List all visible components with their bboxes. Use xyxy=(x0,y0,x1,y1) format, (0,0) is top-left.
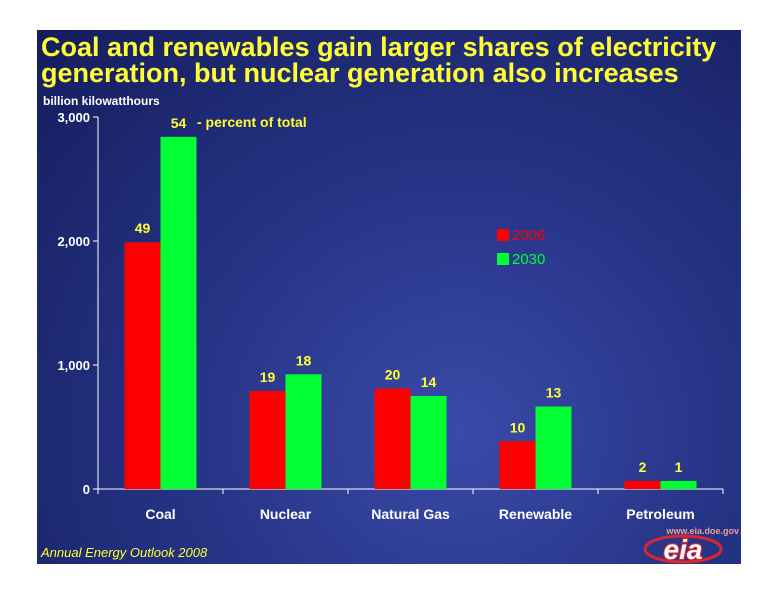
legend-swatch xyxy=(497,253,509,265)
percent-annotation: - percent of total xyxy=(197,114,307,130)
bar-2030 xyxy=(160,136,197,489)
bar-2030 xyxy=(285,374,322,489)
legend-label: 2006 xyxy=(512,227,545,244)
percent-label: 18 xyxy=(296,352,312,368)
bar-2006 xyxy=(124,242,161,489)
category-label: Coal xyxy=(145,506,175,522)
page-title: Coal and renewables gain larger shares o… xyxy=(37,32,741,88)
y-tick-label: 1,000 xyxy=(57,358,90,373)
bar-2030 xyxy=(410,396,447,489)
percent-label: 1 xyxy=(675,459,683,475)
category-label: Renewable xyxy=(499,506,572,522)
legend-swatch xyxy=(497,229,509,241)
bar-2030 xyxy=(660,480,697,489)
source-footer: Annual Energy Outlook 2008 xyxy=(41,545,208,560)
percent-label: 10 xyxy=(510,419,526,435)
bar-2030 xyxy=(535,406,572,489)
logo-swoosh-icon xyxy=(643,534,723,564)
bar-2006 xyxy=(374,388,411,489)
slide: 0 1,000 2,000 3,000 billion kilowatthours 49 5… xyxy=(37,30,741,564)
percent-label: 54 xyxy=(171,115,187,131)
y-tick-label: 3,000 xyxy=(57,110,90,125)
percent-label: 13 xyxy=(546,385,562,401)
eia-logo: eia xyxy=(643,533,723,564)
percent-label: 49 xyxy=(135,220,151,236)
logo-url: www.eia.doe.gov xyxy=(666,526,739,536)
percent-label: 20 xyxy=(385,367,401,383)
y-axis-label: billion kilowatthours xyxy=(43,94,160,108)
category-label: Natural Gas xyxy=(371,506,450,522)
bar-2006 xyxy=(624,480,661,489)
bar-2006 xyxy=(499,441,536,489)
logo-text: eia xyxy=(664,534,703,564)
legend-label: 2030 xyxy=(512,251,545,268)
title-line-1: Coal and renewables gain larger shares o… xyxy=(41,32,717,62)
percent-label: 2 xyxy=(639,459,647,475)
percent-label: 19 xyxy=(260,369,276,385)
percent-label: 14 xyxy=(421,374,437,390)
y-tick-label: 2,000 xyxy=(57,234,90,249)
category-label: Petroleum xyxy=(626,506,694,522)
title-line-2: generation, but nuclear generation also … xyxy=(41,58,679,88)
y-tick-label: 0 xyxy=(83,482,90,497)
bar-2006 xyxy=(249,391,286,489)
bar-chart: 0 1,000 2,000 3,000 billion kilowatthours 49 5… xyxy=(43,94,724,522)
category-label: Nuclear xyxy=(260,506,312,522)
